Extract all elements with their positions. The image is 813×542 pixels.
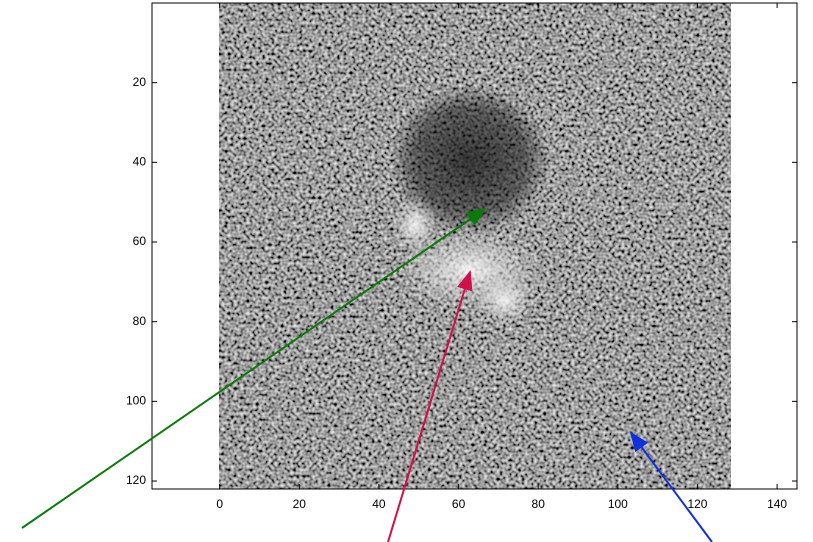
x-tick-label: 0 xyxy=(216,497,223,511)
x-tick-label: 60 xyxy=(452,497,466,511)
arrow xyxy=(21,207,487,529)
y-tick-label: 100 xyxy=(126,394,146,408)
y-tick-label: 120 xyxy=(126,473,146,487)
bright-region xyxy=(475,275,535,325)
dark-region xyxy=(390,85,550,235)
arrow xyxy=(387,270,473,542)
y-tick-label: 40 xyxy=(133,155,147,169)
x-tick-label: 120 xyxy=(687,497,707,511)
x-tick-label: 100 xyxy=(608,497,628,511)
y-tick-label: 80 xyxy=(133,314,147,328)
bright-region xyxy=(393,197,437,253)
axes-box xyxy=(151,2,798,490)
x-tick-label: 140 xyxy=(767,497,787,511)
y-tick-label: 60 xyxy=(133,234,147,248)
image xyxy=(219,3,731,489)
arrow xyxy=(629,431,713,542)
x-tick-label: 20 xyxy=(293,497,307,511)
y-tick-label: 20 xyxy=(133,75,147,89)
x-tick-label: 80 xyxy=(532,497,546,511)
x-tick-label: 40 xyxy=(372,497,386,511)
